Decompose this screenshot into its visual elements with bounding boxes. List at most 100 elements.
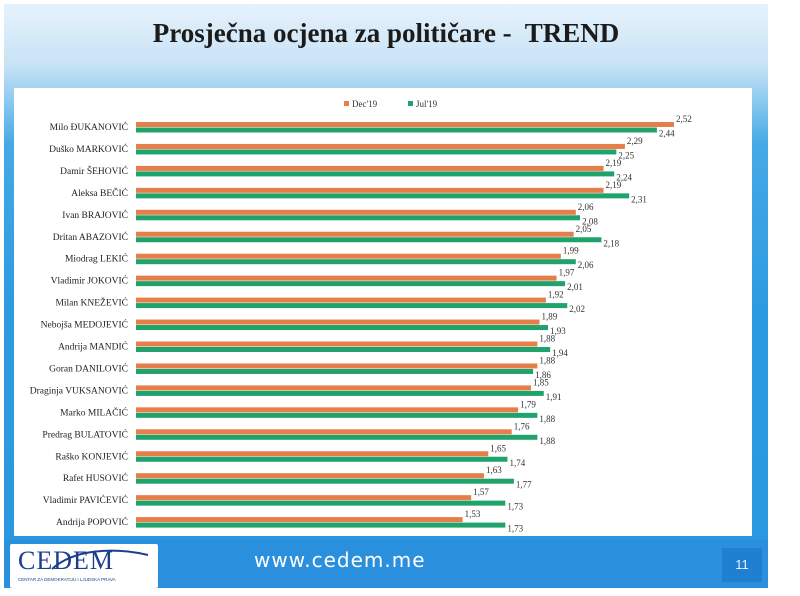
data-label-dec19: 1,85 [533, 377, 549, 387]
right-margin [768, 0, 800, 596]
legend-label-1: Jul'19 [416, 99, 438, 109]
data-label-jul19: 1,88 [539, 436, 555, 446]
data-label-dec19: 1,97 [559, 268, 575, 278]
category-label: Duško MARKOVIĆ [49, 143, 128, 155]
bar-dec19 [136, 209, 576, 215]
bar-dec19 [136, 165, 604, 171]
bar-dec19 [136, 143, 625, 149]
category-label: Draginja VUKSANOVIĆ [30, 384, 128, 396]
bar-dec19 [136, 341, 538, 347]
data-label-jul19: 1,73 [507, 502, 523, 512]
bar-jul19 [136, 412, 538, 418]
data-label-jul19: 1,74 [509, 458, 525, 468]
slide-title: Prosječna ocjena za političare - TREND [152, 18, 620, 48]
data-label-dec19: 1,57 [473, 487, 489, 497]
data-label-dec19: 2,05 [576, 224, 592, 234]
data-label-dec19: 1,76 [514, 421, 530, 431]
bar-jul19 [136, 522, 506, 528]
data-label-dec19: 2,29 [627, 136, 643, 146]
bar-dec19 [136, 231, 574, 237]
bar-jul19 [136, 368, 534, 374]
data-label-dec19: 1,88 [539, 334, 555, 344]
bar-dec19 [136, 407, 519, 413]
category-label: Raško KONJEVIĆ [55, 450, 128, 462]
data-label-jul19: 2,44 [659, 129, 675, 139]
bar-dec19 [136, 495, 472, 501]
bar-jul19 [136, 149, 617, 155]
slide: Prosječna ocjena za političare - TREND D… [4, 4, 768, 588]
category-label: Marko MILAČIĆ [60, 406, 128, 418]
category-label: Andrija MANDIĆ [58, 341, 128, 353]
data-label-jul19: 1,73 [507, 524, 523, 534]
category-label: Milo ĐUKANOVIĆ [50, 121, 128, 133]
category-label: Dritan ABAZOVIĆ [53, 231, 128, 243]
category-label: Damir ŠEHOVIĆ [60, 165, 128, 177]
logo-swoosh-icon [51, 549, 149, 570]
data-label-dec19: 2,06 [578, 202, 594, 212]
category-label: Nebojša MEDOJEVIĆ [41, 319, 128, 331]
page-number: 11 [722, 548, 762, 582]
bar-jul19 [136, 237, 602, 243]
category-label: Vladimir PAVIĆEVIĆ [43, 494, 128, 506]
category-label: Ivan BRAJOVIĆ [62, 209, 128, 221]
data-label-dec19: 2,52 [676, 114, 692, 124]
category-label: Goran DANILOVIĆ [49, 362, 128, 374]
data-label-dec19: 1,89 [542, 312, 558, 322]
category-label: Predrag BULATOVIĆ [42, 428, 128, 440]
bar-dec19 [136, 473, 484, 479]
data-label-dec19: 1,63 [486, 465, 502, 475]
data-label-dec19: 1,88 [539, 355, 555, 365]
data-label-jul19: 2,06 [578, 260, 594, 270]
data-label-dec19: 1,92 [548, 290, 564, 300]
data-label-dec19: 1,65 [490, 443, 506, 453]
bar-jul19 [136, 500, 506, 506]
legend-swatch-0 [344, 101, 349, 106]
data-label-jul19: 1,93 [550, 326, 566, 336]
data-label-jul19: 2,08 [582, 216, 598, 226]
data-label-dec19: 1,79 [520, 399, 536, 409]
category-label: Vladimir JOKOVIĆ [51, 275, 128, 287]
bar-jul19 [136, 347, 551, 352]
chart-area: Dec'19 Jul'19 Milo ĐUKANOVIĆ 2,52 2,44 Duško … [14, 88, 752, 536]
data-label-dec19: 1,99 [563, 246, 579, 256]
category-label: Miodrag LEKIĆ [65, 253, 128, 265]
data-label-jul19: 2,18 [603, 238, 619, 248]
bar-dec19 [136, 429, 512, 435]
data-label-jul19: 2,25 [618, 150, 634, 160]
bar-jul19 [136, 303, 568, 309]
data-label-jul19: 1,86 [535, 370, 551, 380]
data-label-dec19: 2,19 [606, 158, 622, 168]
bar-dec19 [136, 451, 489, 457]
data-label-jul19: 2,24 [616, 172, 632, 182]
data-label-jul19: 2,01 [567, 282, 583, 292]
legend-label-0: Dec'19 [352, 99, 378, 109]
bar-dec19 [136, 297, 546, 303]
bar-dec19 [136, 319, 540, 325]
logo-subtitle: CENTAR ZA DEMOKRATIJU I LJUDSKA PRAVA [18, 577, 116, 582]
bar-jul19 [136, 456, 508, 462]
bar-dec19 [136, 385, 531, 391]
bar-dec19 [136, 517, 463, 523]
bar-chart: Dec'19 Jul'19 Milo ĐUKANOVIĆ 2,522,44 Duško … [30, 99, 692, 534]
data-label-jul19: 1,77 [516, 480, 532, 490]
data-label-jul19: 1,91 [546, 392, 562, 402]
bar-dec19 [136, 122, 674, 127]
data-label-jul19: 1,94 [552, 348, 568, 358]
bar-jul19 [136, 259, 576, 265]
category-label: Aleksa BEČIĆ [71, 187, 128, 199]
bar-jul19 [136, 390, 544, 396]
data-label-jul19: 2,02 [569, 304, 585, 314]
category-label: Rafet HUSOVIĆ [63, 472, 128, 484]
bar-jul19 [136, 171, 615, 177]
bar-jul19 [136, 193, 630, 199]
category-label: Milan KNEŽEVIĆ [55, 297, 128, 309]
bar-jul19 [136, 281, 566, 287]
bar-dec19 [136, 253, 561, 259]
data-label-jul19: 2,31 [631, 194, 647, 204]
legend-swatch-1 [408, 101, 413, 106]
bar-dec19 [136, 275, 557, 281]
website-url[interactable]: www.cedem.me [254, 548, 426, 572]
bar-dec19 [136, 187, 604, 193]
bar-jul19 [136, 127, 657, 133]
bar-dec19 [136, 363, 538, 369]
